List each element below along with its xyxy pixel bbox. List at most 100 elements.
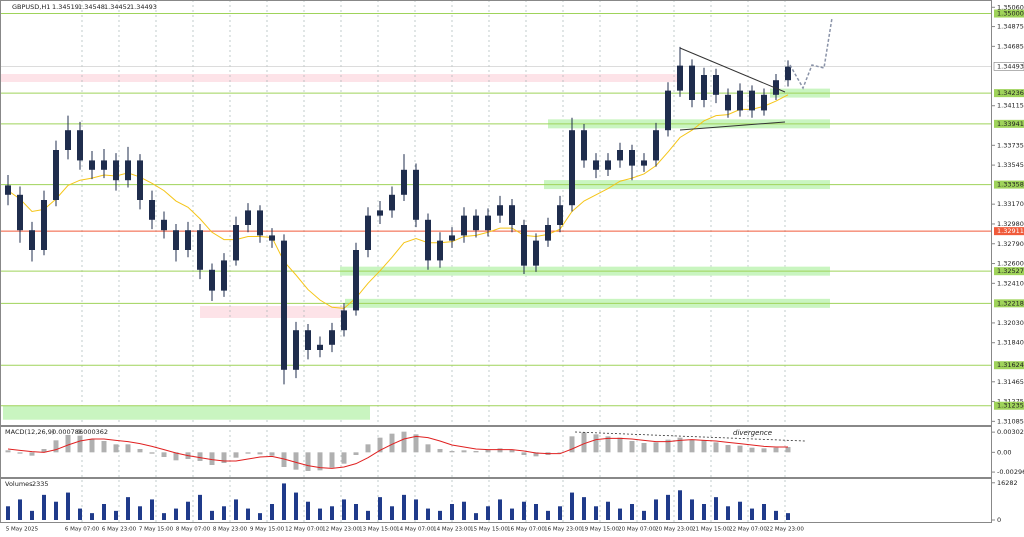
macd-signal	[7, 435, 788, 469]
level-label-box	[994, 361, 1024, 370]
macd-bar	[437, 449, 443, 453]
volume-bar	[702, 504, 706, 520]
volume-bar	[306, 501, 310, 520]
macd-bar	[365, 444, 371, 453]
macd-bar	[725, 445, 731, 453]
candle-body	[353, 250, 359, 311]
macd-bar	[509, 449, 515, 453]
volume-bar	[6, 506, 10, 520]
candle-body	[401, 169, 407, 195]
last-price-label: 1.34493	[997, 62, 1024, 70]
candle-body	[497, 205, 503, 216]
volume-bar	[90, 513, 94, 520]
volume-bar	[786, 513, 790, 520]
candle-body	[557, 205, 563, 225]
volume-bar	[318, 508, 322, 520]
candle-body	[521, 225, 527, 266]
volume-value: 2335	[32, 480, 49, 488]
macd-bar	[413, 434, 419, 453]
level-label: 1.32527	[997, 267, 1024, 275]
candle-body	[365, 215, 371, 250]
y-tick-label: 1.32790	[997, 240, 1024, 248]
macd-bar	[257, 452, 263, 455]
candle-body	[713, 75, 719, 95]
candle-body	[161, 219, 167, 231]
candle-body	[41, 200, 47, 250]
volume-bar	[270, 504, 274, 520]
macd-title: MACD(12,26,9)	[5, 428, 54, 436]
level-label: 1.33358	[997, 181, 1024, 189]
volume-bar	[282, 483, 286, 520]
macd-tick-label: 0.003029	[997, 428, 1024, 436]
candle-body	[113, 160, 119, 181]
macd-bar	[749, 447, 755, 453]
candle-body	[641, 160, 647, 166]
x-tick-label: 15 May 15:00	[470, 527, 508, 533]
macd-bar	[125, 444, 131, 453]
macd-bar	[221, 452, 227, 463]
macd-bar	[761, 448, 767, 453]
volume-bar	[150, 499, 154, 520]
candle-body	[305, 330, 311, 350]
macd-bar	[17, 452, 23, 454]
volume-bar	[654, 499, 658, 520]
x-tick-label: 6 May 07:00	[65, 527, 100, 533]
volume-bar	[618, 508, 622, 520]
volume-bar	[402, 494, 406, 520]
volume-bar	[642, 510, 646, 520]
volume-bar	[78, 508, 82, 520]
volume-bar	[366, 510, 370, 520]
candle-body	[257, 210, 263, 236]
supply-zone	[200, 306, 345, 318]
macd-bar	[521, 452, 527, 455]
level-label-box	[994, 89, 1024, 98]
candle-body	[617, 150, 623, 161]
volume-bar	[738, 501, 742, 520]
candle-body	[509, 205, 515, 225]
candle-body	[461, 215, 467, 236]
macd-tick-label: 0.00	[997, 448, 1011, 456]
candle-body	[425, 219, 431, 261]
volume-bar	[714, 497, 718, 520]
macd-bar	[161, 452, 167, 457]
macd-bar	[53, 440, 59, 453]
macd-bar	[5, 450, 11, 453]
level-label: 1.33941	[997, 120, 1024, 128]
level-label: 1.35000	[997, 10, 1024, 18]
candle-body	[413, 169, 419, 220]
macd-bar	[89, 439, 95, 453]
macd-bar	[41, 449, 47, 453]
volume-bar	[438, 510, 442, 520]
candle-body	[593, 160, 599, 170]
volume-bar	[354, 504, 358, 520]
volume-bar	[18, 499, 22, 520]
candle-body	[569, 130, 575, 206]
candle-body	[749, 90, 755, 111]
macd-bar	[77, 435, 83, 453]
macd-bar	[449, 451, 455, 453]
macd-bar	[197, 452, 203, 461]
macd-bar	[713, 442, 719, 453]
volume-bar	[546, 510, 550, 520]
macd-bar	[557, 452, 563, 453]
candle-body	[137, 160, 143, 200]
candle-body	[605, 160, 611, 170]
volume-bar	[66, 492, 70, 520]
volume-bar	[666, 494, 670, 520]
candle-body	[545, 225, 551, 241]
candle-body	[5, 185, 11, 195]
macd-bar	[65, 435, 71, 453]
macd-bar	[569, 436, 575, 453]
trendline	[679, 121, 786, 131]
macd-bar	[485, 449, 491, 453]
macd-bar	[677, 437, 683, 453]
pivot-label-box	[994, 227, 1024, 236]
y-tick-label: 1.32980	[997, 220, 1024, 228]
macd-bar	[245, 452, 251, 454]
x-tick-label: 12 May 07:00	[285, 527, 323, 533]
y-tick-label: 1.34875	[997, 23, 1024, 31]
volume-bar	[522, 501, 526, 520]
candle-body	[341, 310, 347, 331]
candle-body	[125, 160, 131, 181]
volume-tick-label: 16282	[997, 479, 1018, 487]
